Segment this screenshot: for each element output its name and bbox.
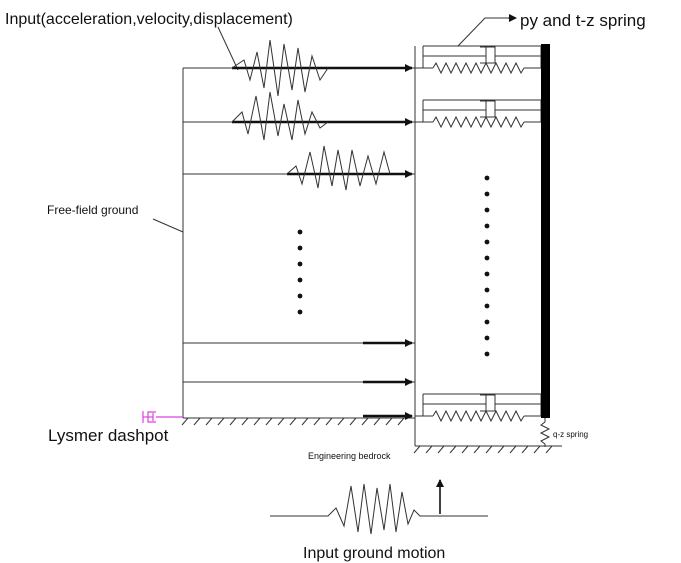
input-time-histories [231, 39, 391, 191]
ground-motion-label: Input ground motion [303, 545, 445, 562]
qz-spring [539, 418, 551, 447]
input-lines [183, 67, 415, 383]
free-field-dots [297, 229, 303, 315]
free-field-leader-line [152, 218, 184, 233]
input-leader-line [217, 26, 239, 71]
input-arrows [232, 64, 413, 420]
py-leader-line [457, 17, 508, 47]
spring-dashpot-unit-bottom [415, 393, 542, 423]
input-title: Input(acceleration,velocity,displacement… [5, 11, 293, 28]
qz-spring-label: q-z spring [553, 430, 588, 439]
free-field-label: Free-field ground [47, 203, 138, 217]
lysmer-dashpot-symbol [142, 411, 183, 423]
bedrock-hatch [413, 445, 553, 454]
free-field-base-hatch [181, 417, 405, 426]
ground-motion-record [270, 483, 488, 535]
pile [541, 44, 550, 418]
lysmer-dashpot-label: Lysmer dashpot [48, 426, 169, 445]
py-tz-spring-label: py and t-z spring [520, 11, 646, 30]
bedrock-label: Engineering bedrock [308, 451, 391, 461]
spring-dashpot-unit-second [415, 99, 542, 129]
spring-dots [484, 175, 490, 357]
spring-dashpot-unit-top [415, 45, 542, 75]
